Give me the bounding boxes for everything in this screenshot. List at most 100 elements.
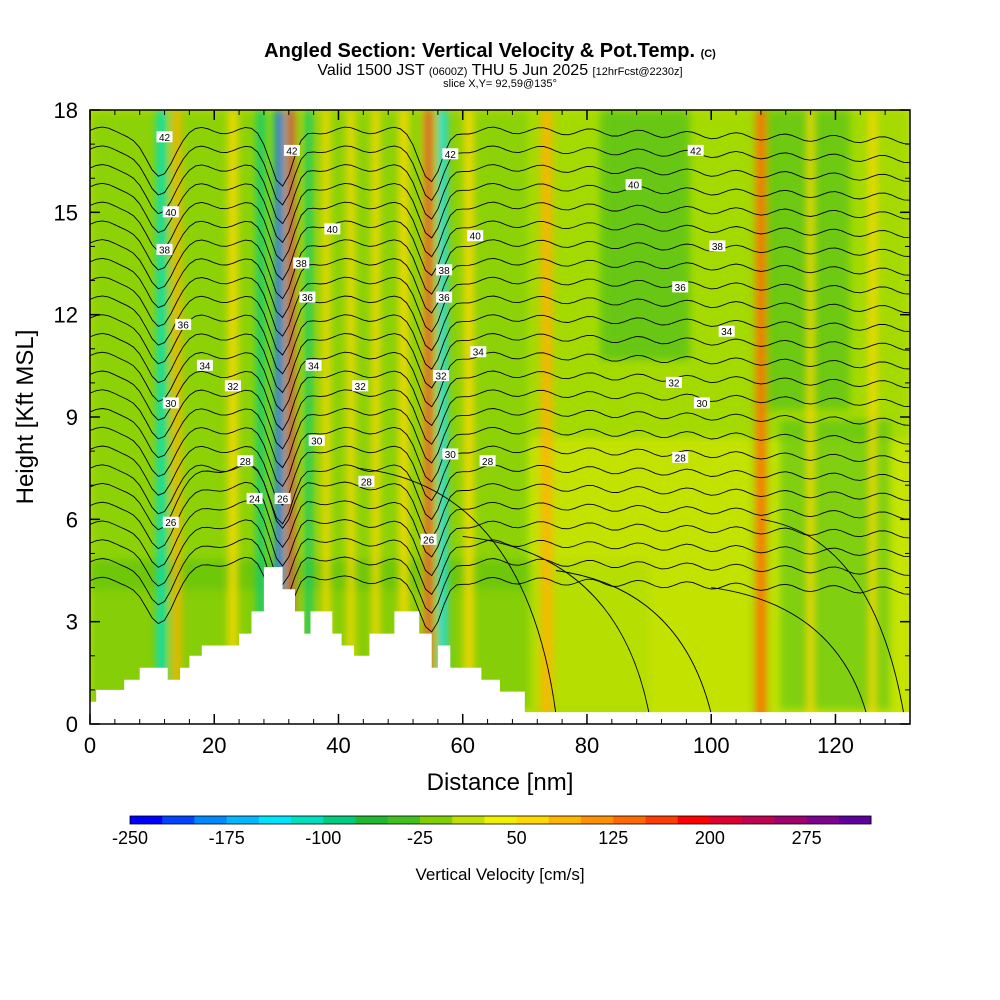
pot-temp-label-text: 32 [355, 382, 367, 393]
pot-temp-label-text: 30 [311, 436, 323, 447]
pot-temp-label: 40 [162, 206, 179, 219]
pot-temp-label-text: 32 [668, 378, 680, 389]
y-tick-label: 18 [54, 98, 78, 123]
pot-temp-label: 38 [156, 243, 173, 256]
pot-temp-label-text: 26 [165, 518, 177, 529]
x-tick-label: 20 [202, 733, 226, 758]
pot-temp-label-box [718, 325, 735, 337]
x-tick-label: 60 [450, 733, 474, 758]
pot-temp-contours [90, 126, 910, 714]
velocity-patch [530, 440, 750, 710]
pot-temp-label-box [162, 397, 179, 409]
velocity-band [869, 110, 877, 724]
pot-temp-label-text: 28 [361, 477, 373, 488]
pot-temp-contour [90, 538, 910, 614]
pot-temp-label-box [672, 451, 689, 463]
pot-temp-label-text: 34 [721, 327, 733, 338]
pot-temp-contour [90, 408, 910, 469]
velocity-band [256, 110, 265, 724]
pot-temp-label-box [293, 257, 310, 269]
pot-temp-contour [90, 370, 910, 431]
colorbar-tick-label: 50 [507, 828, 527, 848]
x-axis-label: Distance [nm] [427, 769, 574, 796]
velocity-band-core [287, 110, 294, 724]
pot-temp-label: 42 [442, 148, 459, 161]
pot-temp-label: 28 [672, 451, 689, 464]
colorbar-tick-label: 200 [695, 828, 725, 848]
velocity-band [172, 110, 181, 724]
pot-temp-label: 24 [246, 492, 263, 505]
pot-temp-contour [90, 220, 910, 281]
pot-temp-label-box [442, 448, 459, 460]
pot-temp-label-text: 38 [159, 245, 171, 256]
velocity-band-core [276, 110, 283, 724]
y-tick-label: 6 [66, 507, 78, 532]
y-axis-label: Height [Kft MSL] [12, 330, 39, 505]
pot-temp-contour [90, 351, 910, 413]
pot-temp-label: 28 [358, 475, 375, 488]
pot-temp-label: 26 [420, 533, 437, 546]
velocity-band-core [425, 110, 432, 724]
colorbar-swatch [323, 816, 356, 824]
colorbar-swatch [838, 816, 872, 824]
velocity-patch [760, 110, 850, 410]
pot-temp-label-text: 40 [327, 225, 339, 236]
velocity-band [156, 110, 167, 724]
velocity-band [372, 110, 380, 724]
pot-temp-contour [90, 500, 910, 577]
pot-temp-label-box [196, 359, 213, 371]
pot-temp-label: 40 [324, 223, 341, 236]
x-tick-label: 120 [817, 733, 854, 758]
pot-temp-label-box [246, 492, 263, 504]
terrain [90, 567, 910, 724]
colorbar-swatch [420, 816, 453, 824]
colorbar-swatch [645, 816, 679, 824]
pot-temp-label-box [442, 148, 459, 160]
colorbar-tick-label: 125 [598, 828, 628, 848]
pot-temp-label: 34 [718, 325, 735, 338]
pot-temp-label: 40 [467, 230, 484, 243]
pot-temp-label: 32 [352, 380, 369, 393]
colorbar-tick-label: -25 [407, 828, 433, 848]
pot-temp-label-box [156, 243, 173, 255]
pot-temp-label: 26 [274, 492, 291, 505]
velocity-band-core [756, 110, 766, 724]
pot-temp-label-box [358, 475, 375, 487]
x-tick-label: 80 [575, 733, 599, 758]
pot-temp-label-text: 30 [696, 399, 708, 410]
pot-temp-contour [90, 145, 910, 206]
pot-temp-label-text: 36 [302, 293, 314, 304]
pot-temp-label-text: 28 [675, 453, 687, 464]
pot-temp-contour [555, 570, 712, 714]
pot-temp-contour [90, 295, 910, 356]
pot-temp-label-text: 28 [482, 457, 494, 468]
pot-temp-label-box [274, 492, 291, 504]
pot-temp-label: 32 [433, 370, 449, 383]
pot-temp-contour [90, 182, 910, 244]
colorbar: -250 -175 -100 -25 50 125 200 275 [112, 815, 872, 848]
velocity-band [322, 110, 330, 724]
colorbar-swatch [677, 816, 711, 824]
pot-temp-label-text: 42 [286, 146, 298, 157]
pot-temp-label: 34 [470, 346, 487, 359]
colorbar-tick-label: -100 [305, 828, 341, 848]
pot-temp-label-text: 42 [159, 133, 171, 144]
pot-temp-label-text: 38 [296, 259, 308, 270]
pot-temp-label-box [436, 264, 453, 276]
pot-temp-contour [90, 164, 910, 225]
pot-temp-label: 38 [709, 240, 726, 253]
velocity-band [347, 110, 355, 724]
pot-temp-label-box [283, 144, 300, 156]
y-tick-label: 12 [54, 303, 78, 328]
colorbar-swatch [484, 816, 518, 824]
velocity-patch [600, 110, 690, 360]
pot-temp-label-box [687, 144, 704, 156]
pot-temp-label: 42 [156, 131, 173, 144]
pot-temp-label-box [237, 455, 254, 467]
colorbar-swatch [806, 816, 840, 824]
plot-area: 42 42 42 42 40 40 40 40 38 38 38 38 36 36 36 36 34 34 34 34… [90, 110, 910, 724]
colorbar-tick-label: -250 [112, 828, 148, 848]
pot-temp-label: 36 [299, 291, 316, 304]
velocity-patch [530, 110, 910, 440]
